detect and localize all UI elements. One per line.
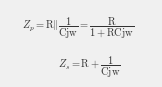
Text: $Z_s = \mathrm{R} + \dfrac{1}{\mathrm{Cjw}}$: $Z_s = \mathrm{R} + \dfrac{1}{\mathrm{Cj… [58, 55, 120, 80]
Text: $Z_p = \mathrm{R} \| \dfrac{1}{\mathrm{Cjw}} = \dfrac{\mathrm{R}}{1 + \mathrm{RC: $Z_p = \mathrm{R} \| \dfrac{1}{\mathrm{C… [22, 15, 134, 41]
